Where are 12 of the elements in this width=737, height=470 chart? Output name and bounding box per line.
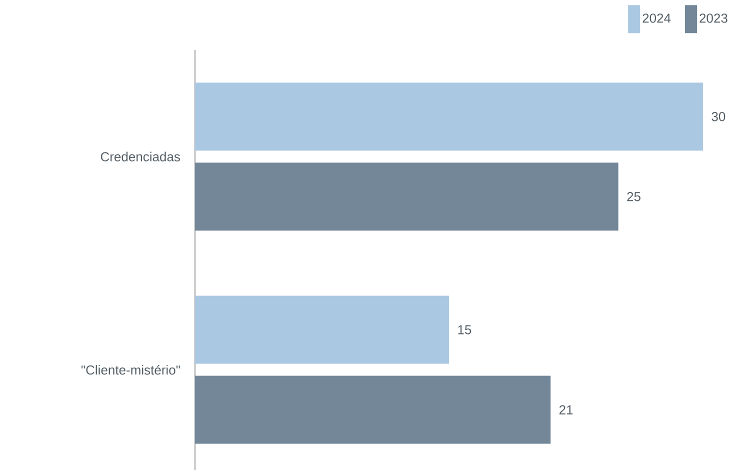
bar [195, 376, 551, 444]
bar [195, 162, 618, 230]
data-label: 21 [559, 405, 573, 414]
y-tick-label: Credenciadas [100, 152, 180, 162]
data-label: 30 [712, 112, 726, 121]
legend-label: 2023 [700, 13, 728, 23]
bar [195, 296, 449, 364]
data-label: 15 [458, 325, 472, 334]
y-tick-label: "Cliente-mistério" [81, 364, 180, 374]
bar [195, 82, 703, 150]
data-label: 25 [627, 192, 640, 201]
legend-label: 2024 [642, 13, 671, 23]
